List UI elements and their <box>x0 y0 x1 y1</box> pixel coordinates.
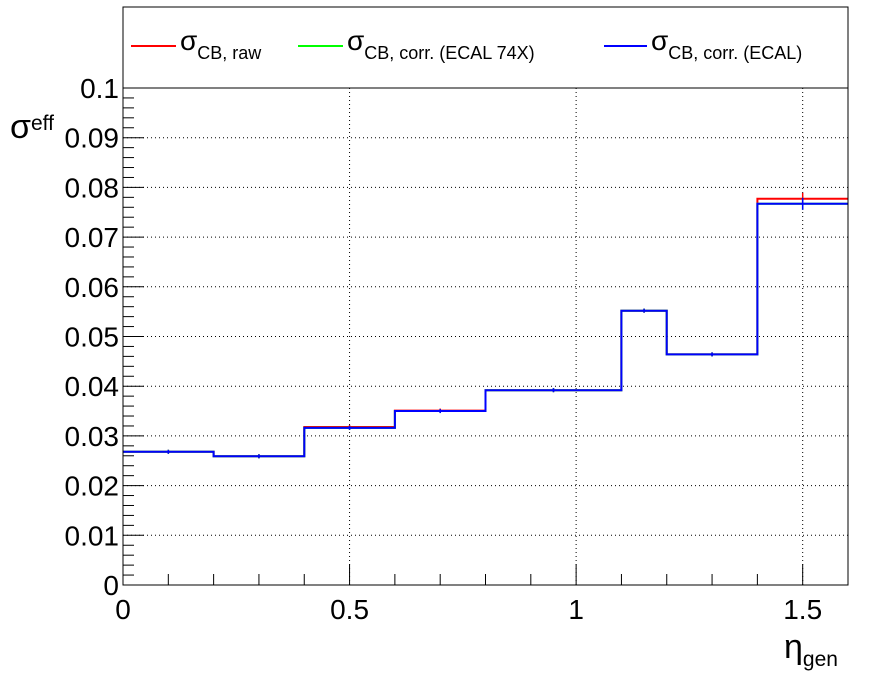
series-layer <box>123 192 848 459</box>
legend-sub-corr-74x: CB, corr. (ECAL 74X) <box>364 43 534 63</box>
legend-label-corr-ecal: σ <box>651 25 668 56</box>
y-tick-label: 0.07 <box>65 222 120 253</box>
legend-label-raw: σ <box>180 25 197 56</box>
legend-frame <box>122 6 849 89</box>
y-tick-label: 0.02 <box>65 471 120 502</box>
x-tick-label: 1 <box>568 594 584 625</box>
ticks <box>122 87 849 586</box>
y-axis-title: σeff <box>10 108 54 146</box>
legend-sub-corr-ecal: CB, corr. (ECAL) <box>668 43 802 63</box>
series-corr-74x-line <box>123 202 848 458</box>
y-tick-label: 0.01 <box>65 520 120 551</box>
y-tick-label: 0 <box>103 570 119 601</box>
y-tick-label: 0.1 <box>80 73 119 104</box>
grid <box>123 88 848 585</box>
y-tick-label: 0.08 <box>65 172 120 203</box>
y-tick-label: 0.09 <box>65 123 120 154</box>
svg-text:σCB, corr. (ECAL): σCB, corr. (ECAL) <box>651 25 802 63</box>
legend-entry-raw: σCB, raw <box>131 25 262 63</box>
legend: σCB, raw σCB, corr. (ECAL 74X) σCB, corr… <box>122 6 849 89</box>
legend-entry-corr-ecal: σCB, corr. (ECAL) <box>604 25 802 63</box>
y-tick-label: 0.03 <box>65 421 120 452</box>
y-tick-label: 0.05 <box>65 322 120 353</box>
y-tick-label: 0.04 <box>65 371 120 402</box>
x-tick-label: 0.5 <box>330 594 369 625</box>
x-tick-label: 1.5 <box>783 594 822 625</box>
legend-label-corr-74x: σ <box>347 25 364 56</box>
series-corr-ecal-line <box>123 202 848 458</box>
svg-text:σCB, corr. (ECAL 74X): σCB, corr. (ECAL 74X) <box>347 25 535 63</box>
legend-sub-raw: CB, raw <box>197 43 262 63</box>
y-tick-label: 0.06 <box>65 272 120 303</box>
x-tick-label: 0 <box>115 594 131 625</box>
legend-entry-corr-74x: σCB, corr. (ECAL 74X) <box>298 25 535 63</box>
svg-text:σCB, raw: σCB, raw <box>180 25 262 63</box>
tick-labels: 0 0.01 0.02 0.03 0.04 0.05 0.06 0.07 0.08 0.09 0.1… <box>65 73 823 625</box>
x-axis-title: ηgen <box>784 628 838 671</box>
